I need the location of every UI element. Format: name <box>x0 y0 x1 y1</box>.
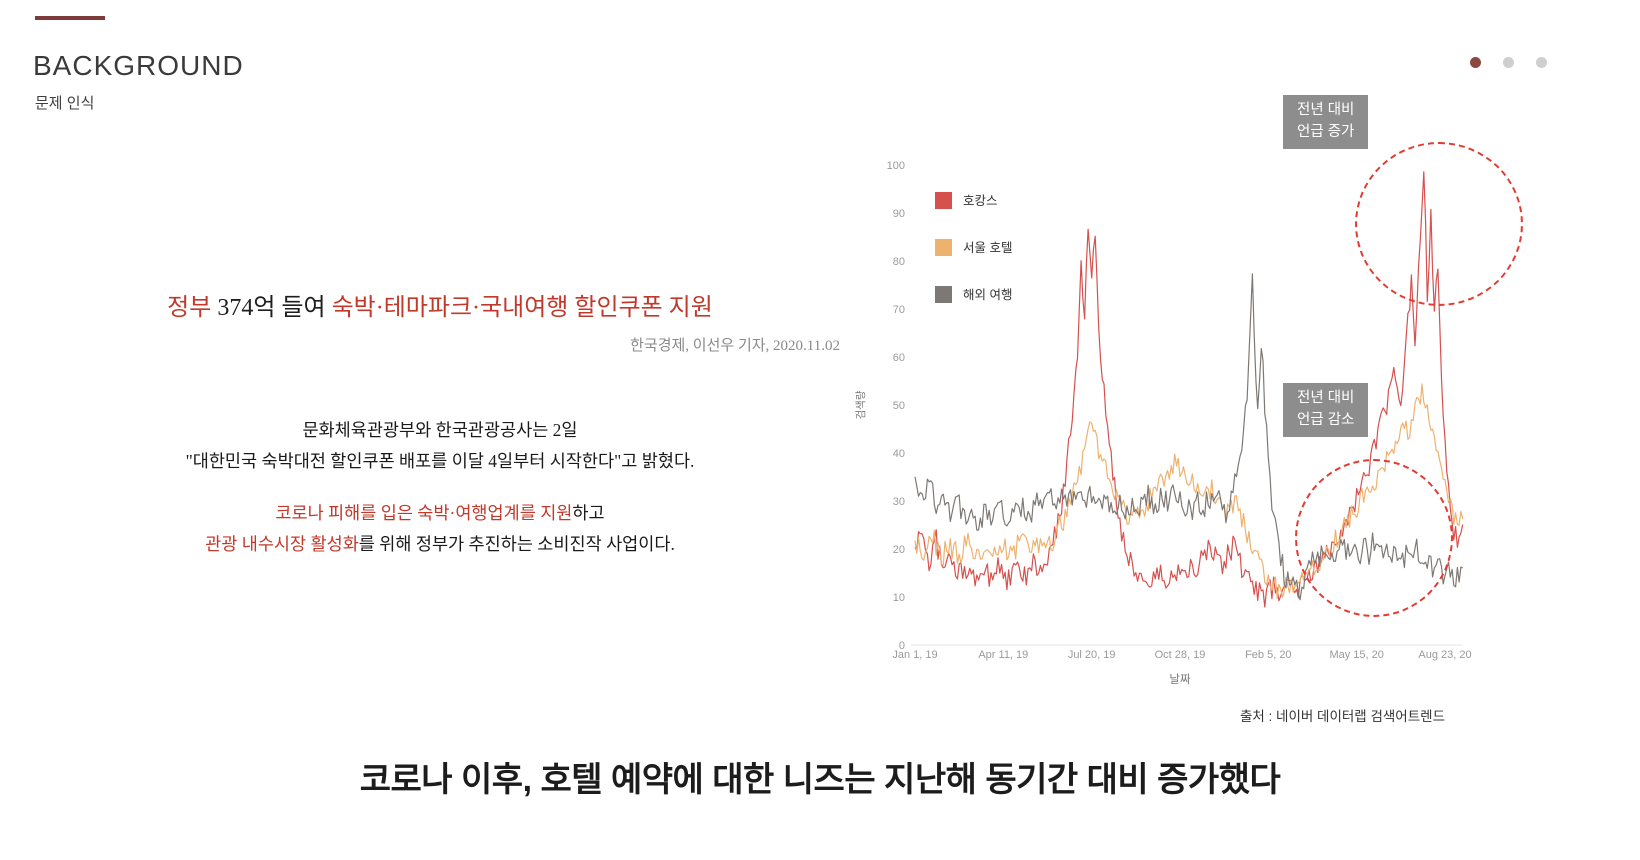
x-tick-label: Jan 1, 19 <box>892 649 937 661</box>
y-axis-title: 검색량 <box>855 390 867 419</box>
chart-source: 출처 : 네이버 데이터랩 검색어트렌드 <box>1239 709 1445 724</box>
x-tick-label: Jul 20, 19 <box>1068 649 1116 661</box>
news-paragraph-1: 문화체육관광부와 한국관광공사는 2일 "대한민국 숙박대전 할인쿠폰 배포를 이… <box>40 415 840 476</box>
legend-swatch <box>935 192 952 209</box>
y-tick-label: 30 <box>893 496 905 508</box>
legend-label: 해외 여행 <box>963 287 1012 302</box>
text-segment: 374억 들여 <box>211 295 332 321</box>
page-title: BACKGROUND <box>33 50 244 81</box>
pagination-dots <box>1470 57 1547 68</box>
legend-label: 서울 호텔 <box>963 241 1012 255</box>
accent-bar <box>35 16 105 20</box>
text-line: 코로나 피해를 입은 숙박·여행업계를 지원하고 <box>275 503 605 523</box>
text-line: 언급 감소 <box>1297 411 1355 428</box>
text-line: 전년 대비 <box>1297 102 1355 118</box>
text-line: 관광 내수시장 활성화를 위해 정부가 추진하는 소비진작 사업이다. <box>205 533 675 554</box>
pagination-dot <box>1470 57 1481 68</box>
y-tick-label: 10 <box>893 592 905 604</box>
x-tick-label: Feb 5, 20 <box>1245 649 1291 661</box>
highlight-circle-bottom <box>1295 459 1453 617</box>
y-tick-label: 40 <box>893 448 905 460</box>
news-headline: 정부 374억 들여 숙박·테마파크·국내여행 할인쿠폰 지원 <box>40 287 840 322</box>
y-tick-label: 80 <box>893 256 905 268</box>
series-line-0 <box>914 171 1464 608</box>
page-subtitle: 문제 인식 <box>35 95 95 112</box>
text-line: 전년 대비 <box>1297 390 1355 406</box>
legend-label: 호캉스 <box>963 194 998 208</box>
x-tick-label: Apr 11, 19 <box>978 649 1028 661</box>
y-tick-label: 70 <box>893 304 905 316</box>
news-byline: 한국경제, 이선우 기자, 2020.11.02 <box>630 338 840 354</box>
highlight-circle-top <box>1355 142 1523 306</box>
text-segment: 숙박·테마파크·국내여행 할인쿠폰 지원 <box>331 295 713 321</box>
x-tick-label: May 15, 20 <box>1329 649 1383 661</box>
text-segment: 정부 <box>167 295 212 321</box>
pagination-dot <box>1503 57 1514 68</box>
search-trend-chart: 0 10 20 30 40 50 60 70 80 90 100 Jan 1, 19 Apr 11, 1… <box>850 85 1570 765</box>
x-axis-title: 날짜 <box>1169 673 1191 686</box>
legend-swatch <box>935 286 952 303</box>
text-line: 언급 증가 <box>1297 123 1355 140</box>
text-line: 문화체육관광부와 한국관광공사는 2일 <box>302 420 578 440</box>
y-tick-label: 20 <box>893 544 905 556</box>
pagination-dot <box>1536 57 1547 68</box>
y-tick-label: 100 <box>887 160 905 172</box>
y-tick-label: 60 <box>893 352 905 364</box>
y-tick-label: 0 <box>899 640 905 652</box>
y-tick-label: 90 <box>893 208 905 220</box>
text-line: "대한민국 숙박대전 할인쿠폰 배포를 이달 4일부터 시작한다"고 밝혔다. <box>185 450 695 471</box>
legend-swatch <box>935 239 952 256</box>
conclusion-text: 코로나 이후, 호텔 예약에 대한 니즈는 지난해 동기간 대비 증가했다 <box>359 761 1281 799</box>
y-tick-label: 50 <box>893 400 905 412</box>
x-tick-label: Aug 23, 20 <box>1418 649 1471 661</box>
x-tick-label: Oct 28, 19 <box>1155 649 1206 661</box>
